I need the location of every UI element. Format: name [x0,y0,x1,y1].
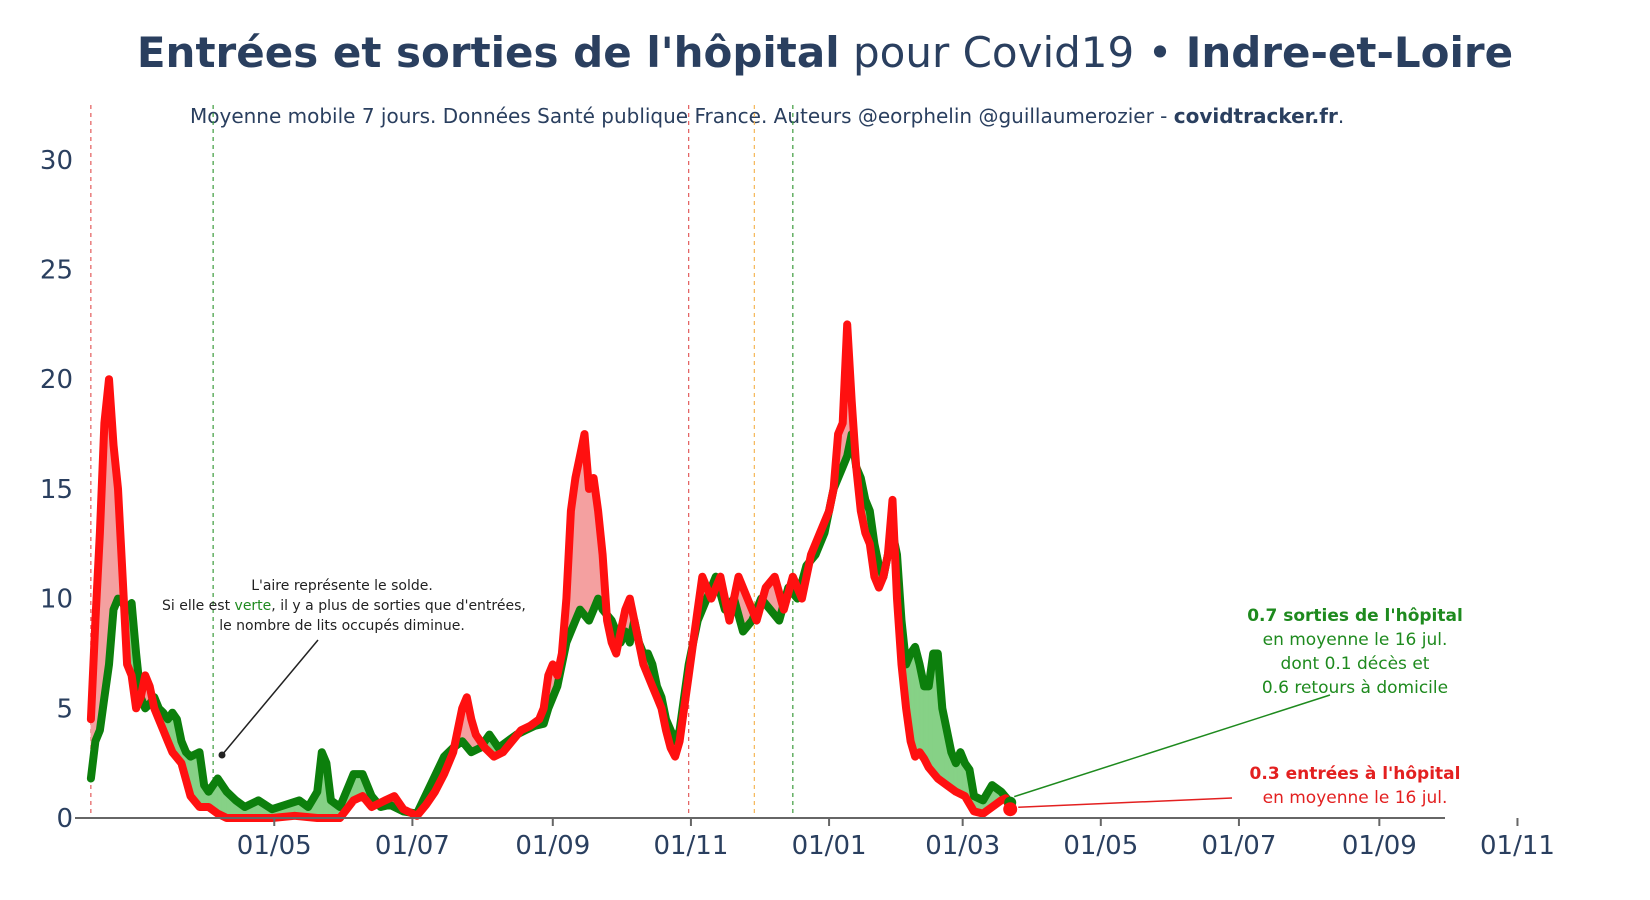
x-tick-label: 01/07 [375,831,450,861]
y-tick-label: 20 [40,365,73,395]
title-bold-part2: Indre-et-Loire [1185,28,1514,77]
note-arrow-head [218,751,226,759]
y-tick-label: 30 [40,146,73,176]
x-tick-label: 01/01 [792,831,867,861]
sorties-line2: en moyenne le 16 jul. [1262,630,1448,650]
area-sorties-excess [923,686,927,764]
area-sorties-excess [926,686,930,768]
x-tick-label: 01/09 [515,831,590,861]
note-arrow [221,639,319,756]
x-tick-label: 01/11 [653,831,728,861]
x-tick-label: 01/05 [237,831,312,861]
page-title: Entrées et sorties de l'hôpital pour Cov… [0,28,1650,77]
subtitle: Moyenne mobile 7 jours. Données Santé pu… [190,104,1344,128]
entrees-value: 0.3 entrées à l'hôpital [1249,764,1461,784]
sorties-line4: 0.6 retours à domicile [1261,678,1449,698]
subtitle-site-link[interactable]: covidtracker.fr [1173,104,1338,128]
sorties-annotation: 0.7 sorties de l'hôpital en moyenne le 1… [1225,604,1485,700]
sorties-value: 0.7 sorties de l'hôpital [1247,606,1463,626]
axes: 0 5 10 15 20 25 30 01/05 01/07 01/09 01/11 01/01 01/… [40,146,1555,861]
subtitle-end: . [1337,104,1345,128]
y-tick-label: 5 [56,694,73,724]
x-tick-label: 01/05 [1063,831,1138,861]
series-lines [86,320,1018,822]
x-tick-label: 01/11 [1480,831,1555,861]
title-light-part: pour Covid19 • [839,28,1186,77]
area-entrees-excess [588,483,592,621]
sorties-line3: dont 0.1 décès et [1280,654,1430,674]
entrees-arrow [1018,797,1233,808]
title-bold-part1: Entrées et sorties de l'hôpital [136,28,840,77]
subtitle-text: Moyenne mobile 7 jours. Données Santé pu… [190,104,1174,128]
y-tick-label: 15 [40,475,73,505]
series-line-entrées [86,320,1015,822]
entrees-end-marker [1003,802,1018,817]
entrees-line2: en moyenne le 16 jul. [1262,788,1448,808]
note-line1: L'aire représente le solde. [251,578,433,594]
solde-note: L'aire représente le solde. Si elle est … [162,576,526,636]
y-tick-label: 0 [56,804,73,834]
y-tick-label: 25 [40,256,73,286]
note-green-word: verte [234,598,272,614]
entrees-annotation: 0.3 entrées à l'hôpital en moyenne le 16… [1225,762,1485,810]
x-tick-label: 01/03 [925,831,1000,861]
note-line3: le nombre de lits occupés diminue. [219,618,465,634]
y-tick-label: 10 [40,585,73,615]
annotation-arrows [218,639,1331,808]
x-tick-label: 01/07 [1201,831,1276,861]
sorties-arrow [1013,694,1331,798]
note-line2: Si elle est verte, il y a plus de sortie… [162,598,526,614]
x-tick-label: 01/09 [1342,831,1417,861]
